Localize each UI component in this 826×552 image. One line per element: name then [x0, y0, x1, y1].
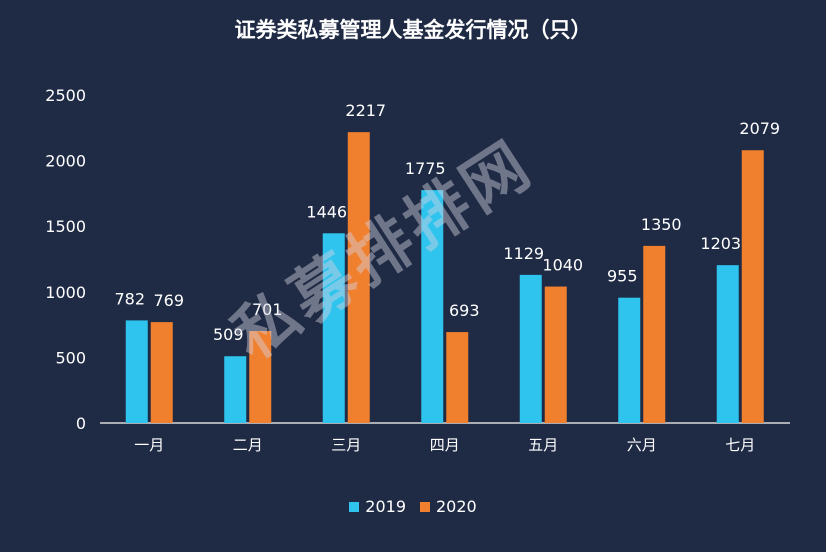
x-category-label: 五月: [528, 436, 558, 454]
x-category-label: 四月: [430, 436, 460, 454]
data-label-2019-0: 782: [114, 289, 145, 308]
y-tick-label: 1000: [45, 283, 86, 302]
data-label-2020-0: 769: [153, 291, 184, 310]
data-label-2020-3: 693: [449, 301, 480, 320]
bar-2019-3[interactable]: [421, 190, 444, 423]
bar-2020-2[interactable]: [347, 132, 370, 424]
legend-label-2019: 2019: [365, 497, 406, 516]
bar-2019-4[interactable]: [519, 274, 542, 423]
y-axis-ticks: 0 500 1000 1500 2000 2500: [45, 86, 86, 433]
bar-2020-0[interactable]: [150, 322, 173, 423]
bar-2020-1[interactable]: [249, 331, 272, 423]
bar-2019-1[interactable]: [224, 356, 247, 423]
chart-title: 证券类私募管理人基金发行情况（只）: [234, 18, 592, 42]
bar-2019-6[interactable]: [716, 265, 739, 423]
data-label-2020-4: 1040: [542, 256, 583, 275]
data-label-2020-2: 2217: [345, 101, 386, 120]
bar-2019-2[interactable]: [322, 233, 345, 423]
legend-swatch-2020: [420, 501, 430, 512]
y-tick-label: 500: [55, 348, 86, 367]
bar-2019-0[interactable]: [125, 320, 148, 423]
y-tick-label: 2000: [45, 152, 86, 171]
data-label-2019-5: 955: [607, 267, 638, 286]
data-label-2019-2: 1446: [306, 202, 347, 221]
x-category-label: 七月: [725, 436, 755, 454]
data-label-2019-3: 1775: [405, 159, 446, 178]
y-tick-label: 1500: [45, 217, 86, 236]
bars: [125, 132, 764, 424]
legend-item-2019[interactable]: 2019: [349, 497, 406, 516]
legend-label-2020: 2020: [436, 497, 477, 516]
x-category-label: 二月: [233, 436, 263, 454]
x-category-label: 六月: [627, 436, 657, 454]
bar-2020-4[interactable]: [544, 286, 567, 423]
bar-2020-6[interactable]: [741, 150, 764, 423]
data-label-2019-6: 1203: [700, 234, 741, 253]
legend-swatch-2019: [349, 501, 360, 512]
legend-item-2020[interactable]: 2020: [420, 497, 477, 516]
data-label-2019-1: 509: [213, 325, 244, 344]
data-label-2019-4: 1129: [503, 244, 544, 263]
legend: 2019 2020: [0, 497, 826, 516]
data-label-2020-5: 1350: [641, 215, 682, 234]
y-tick-label: 2500: [45, 86, 86, 105]
data-label-2020-1: 701: [252, 300, 283, 319]
y-tick-label: 0: [76, 414, 86, 433]
bar-2019-5[interactable]: [618, 297, 641, 423]
bar-2020-5[interactable]: [643, 245, 666, 423]
x-axis-categories: 一月 二月 三月 四月 五月 六月 七月: [134, 436, 755, 454]
data-label-2020-6: 2079: [739, 119, 780, 138]
bar-2020-3[interactable]: [446, 332, 469, 423]
x-category-label: 三月: [331, 436, 361, 454]
x-category-label: 一月: [134, 436, 164, 454]
